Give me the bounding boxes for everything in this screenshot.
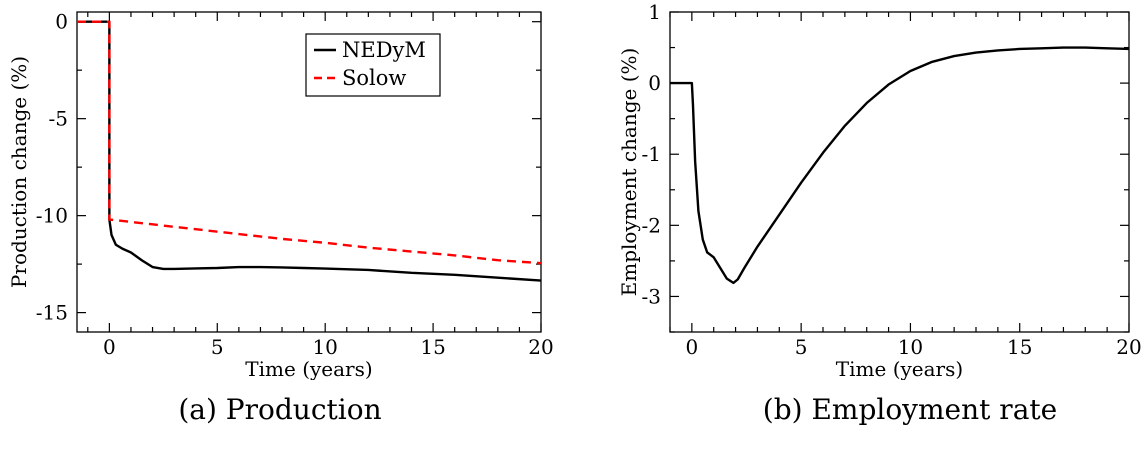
y-axis-title: Production change (%) <box>7 56 31 288</box>
y-tick-label: 1 <box>648 0 661 24</box>
x-tick-label: 10 <box>898 335 923 359</box>
y-tick-label: -2 <box>642 213 661 237</box>
x-tick-label: 0 <box>103 335 116 359</box>
plot-frame <box>669 11 1130 333</box>
y-tick-label: -3 <box>642 284 661 308</box>
x-tick-label: 15 <box>420 335 445 359</box>
legend-label: Solow <box>342 66 406 90</box>
y-tick-label: 0 <box>55 10 68 34</box>
series-line-employment <box>670 46 1130 285</box>
plot-frame <box>76 11 542 333</box>
legend-label: NEDyM <box>342 38 426 62</box>
series-line-solow <box>77 20 542 265</box>
production-panel: 0 5 10 15 20 0 -5 -10 -15 Time (years) Production … <box>7 10 554 380</box>
x-tick-label: 20 <box>528 335 553 359</box>
y-tick-label: 0 <box>648 71 661 95</box>
x-tick-label: 5 <box>795 335 808 359</box>
caption-employment: (b) Employment rate <box>762 393 1058 426</box>
legend-box <box>305 33 441 97</box>
y-tick-label: -1 <box>642 142 661 166</box>
y-tick-label: -15 <box>36 301 68 325</box>
x-tick-label: 0 <box>685 335 698 359</box>
caption-production: (a) Production <box>178 393 382 426</box>
x-axis-title: Time (years) <box>245 357 372 380</box>
x-tick-label: 5 <box>211 335 224 359</box>
y-tick-label: -5 <box>49 107 68 131</box>
series-line-nedym <box>77 20 542 282</box>
x-tick-label: 15 <box>1007 335 1032 359</box>
y-tick-label: -10 <box>36 204 68 228</box>
x-tick-label: 20 <box>1116 335 1141 359</box>
y-axis-title: Employment change (%) <box>617 48 641 297</box>
x-axis-title: Time (years) <box>836 357 963 380</box>
x-tick-label: 10 <box>312 335 337 359</box>
